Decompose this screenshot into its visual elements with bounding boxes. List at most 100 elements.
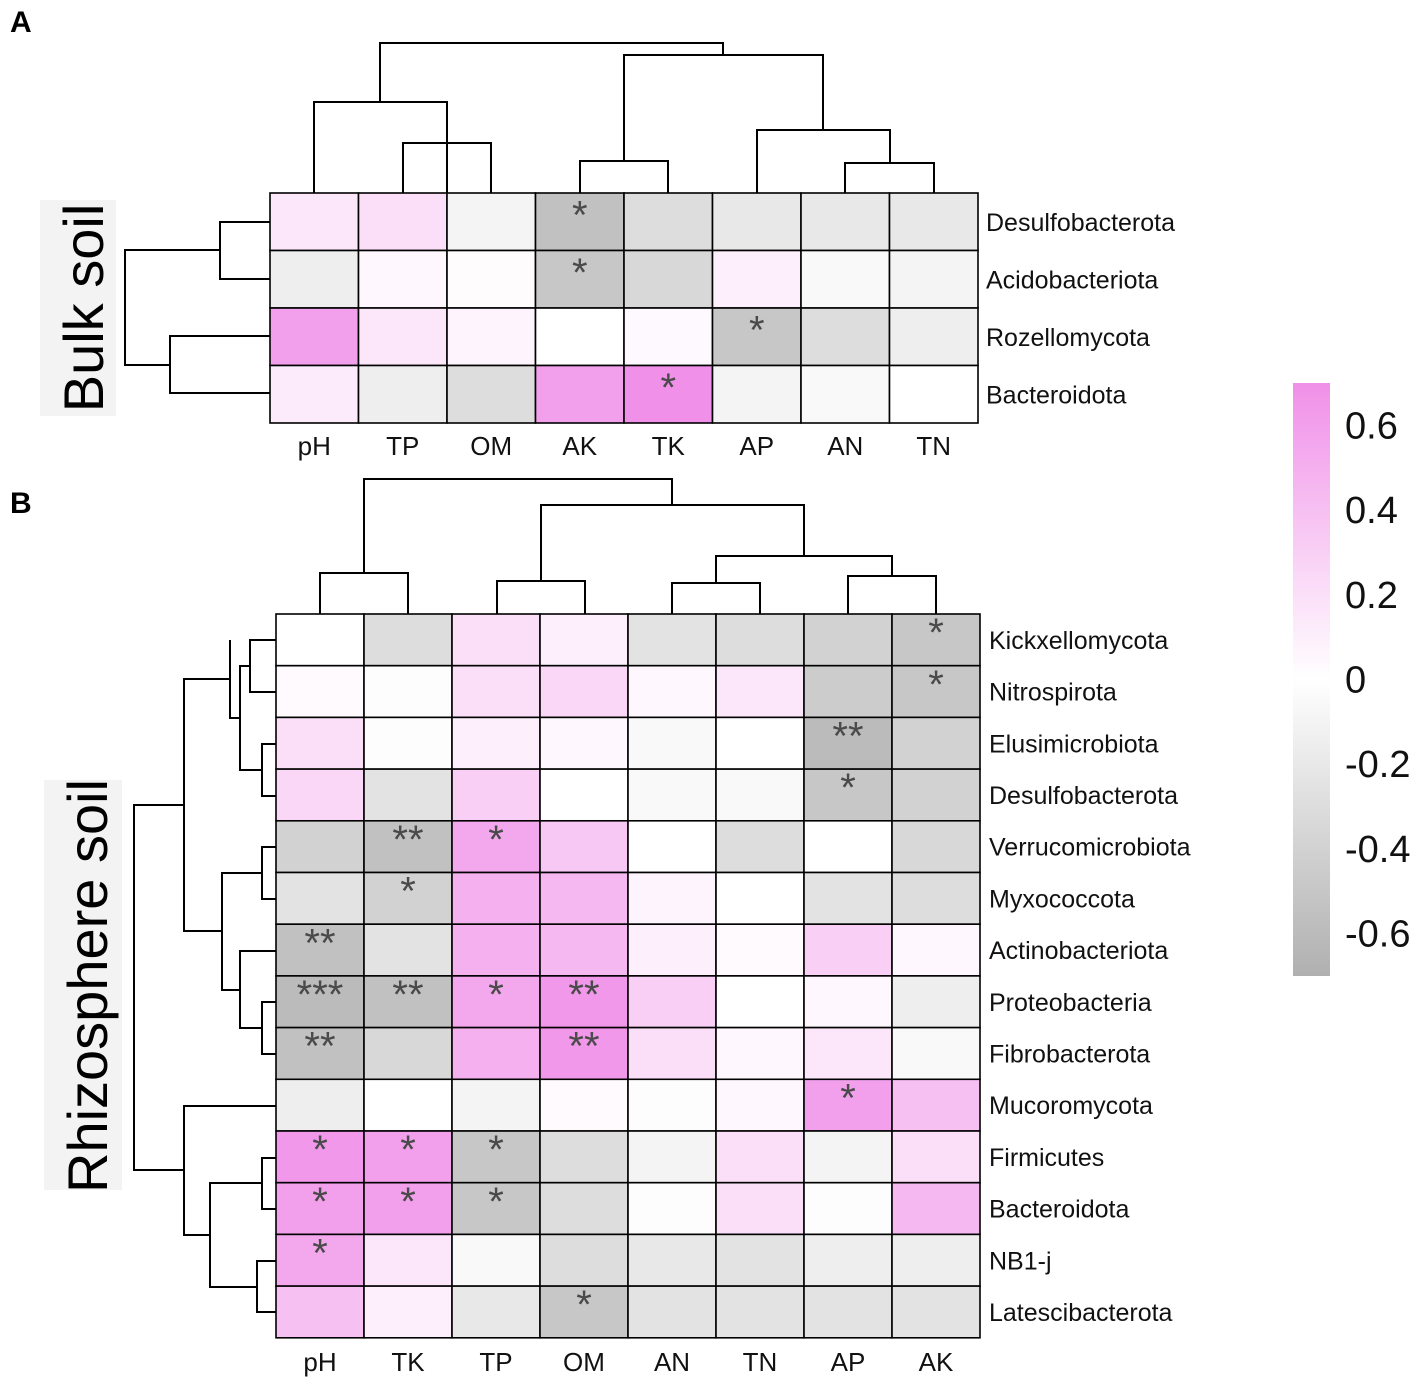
- panel-b-row-label-desulfobacterota: Desulfobacterota: [989, 782, 1178, 810]
- panel-b-cell-elusimicrobiota-om: [539, 716, 629, 770]
- panel-b-cell-proteobacteria-ph: [275, 975, 365, 1029]
- panel-b-significance-bacteroidota-tk: *: [400, 1180, 416, 1224]
- panel-b-cell-mucoromycota-om: [539, 1078, 629, 1132]
- panel-a-cell-desulfobacterota-an: [800, 192, 891, 252]
- panel-b-significance-latescibacterota-om: *: [576, 1283, 592, 1327]
- panel-b-cell-proteobacteria-ak: [891, 975, 981, 1029]
- panel-a-cell-rozellomycota-ph: [269, 307, 360, 367]
- panel-b-row-label-fibrobacterota: Fibrobacterota: [989, 1040, 1150, 1068]
- panel-b-significance-desulfobacterota-ap: *: [840, 766, 856, 810]
- panel-a-cell-bacteroidota-tn: [888, 364, 979, 424]
- panel-b-cell-nb1-j-ap: [803, 1233, 893, 1287]
- panel-b-row-label-nb1-j: NB1-j: [989, 1247, 1052, 1275]
- panel-b-significance-verrucomicrobiota-tp: *: [488, 818, 504, 862]
- panel-b-cell-desulfobacterota-tn: [715, 768, 805, 822]
- panel-b-cell-mucoromycota-an: [627, 1078, 717, 1132]
- panel-a-heatmap-grid: * * * * pH TP OM AK TK AP AN TN Desulfobacterota Acid…: [269, 192, 1175, 461]
- panel-b-cell-desulfobacterota-ap: [803, 768, 893, 822]
- panel-b-heatmap-grid: ******* ******* ** * **** **** * ** * ***pH TK TP OM…: [275, 611, 1191, 1377]
- panel-a-cell-desulfobacterota-ak: [534, 192, 625, 252]
- colorbar-tick-zero: 0: [1345, 660, 1366, 702]
- panel-b-cell-elusimicrobiota-an: [627, 716, 717, 770]
- panel-b-cell-kickxellomycota-ak: [891, 613, 981, 667]
- panel-b-cell-nitrospirota-tp: [451, 664, 541, 719]
- panel-b-cell-bacteroidota-ph: [275, 1181, 365, 1236]
- panel-b-row-label-firmicutes: Firmicutes: [989, 1144, 1104, 1172]
- panel-b-cell-proteobacteria-tn: [715, 975, 805, 1029]
- panel-a-column-label-ap: AP: [739, 431, 774, 461]
- panel-b-significance-verrucomicrobiota-tk: **: [392, 818, 423, 862]
- panel-b-cell-bacteroidota-ak: [891, 1181, 981, 1236]
- panel-b-cell-bacteroidota-om: [539, 1181, 629, 1236]
- panel-a-cell-bacteroidota-tp: [357, 364, 448, 424]
- panel-a-row-label-rozellomycota: Rozellomycota: [986, 324, 1150, 352]
- panel-b-significance-myxococcota-tk: *: [400, 870, 416, 914]
- panel-b-cell-nb1-j-tk: [363, 1233, 453, 1287]
- panel-b-cell-myxococcota-an: [627, 871, 717, 926]
- panel-b-column-label-tn: TN: [743, 1347, 778, 1377]
- panel-b-cell-desulfobacterota-an: [627, 768, 717, 822]
- panel-a-row-label-acidobacteriota: Acidobacteriota: [986, 266, 1158, 294]
- panel-b-cell-elusimicrobiota-ak: [891, 716, 981, 770]
- panel-b-cell-nitrospirota-ap: [803, 664, 893, 719]
- panel-b-cell-desulfobacterota-tk: [363, 768, 453, 822]
- colorbar-ticks: 0.6 0.4 0.2 0 -0.2 -0.4 -0.6: [1345, 405, 1410, 955]
- panel-b-cell-myxococcota-om: [539, 871, 629, 926]
- panel-b-cell-myxococcota-ap: [803, 871, 893, 926]
- panel-a-cell-rozellomycota-ap: [711, 307, 802, 367]
- panel-b-cell-kickxellomycota-tk: [363, 613, 453, 667]
- panel-b-cell-elusimicrobiota-tn: [715, 716, 805, 770]
- panel-b-significance-bacteroidota-ph: *: [312, 1180, 328, 1224]
- panel-b-cell-latescibacterota-tk: [363, 1285, 453, 1339]
- rhizosphere-soil-label-bg: [44, 780, 122, 1190]
- panel-b-cell-actinobacteriota-an: [627, 923, 717, 977]
- panel-b-cell-latescibacterota-ak: [891, 1285, 981, 1339]
- colorbar-tick-0-4: 0.4: [1345, 490, 1398, 532]
- panel-a: A Bulk soil * * * * pH TP OM AK TK AP AN TN Desulfob…: [10, 6, 1175, 461]
- panel-b-cell-latescibacterota-tn: [715, 1285, 805, 1339]
- panel-a-cell-rozellomycota-an: [800, 307, 891, 367]
- panel-a-cell-desulfobacterota-tn: [888, 192, 979, 252]
- panel-b-cell-nb1-j-ph: [275, 1233, 365, 1287]
- panel-b-cell-desulfobacterota-om: [539, 768, 629, 822]
- colorbar-gradient: [1293, 383, 1330, 976]
- panel-b-cell-latescibacterota-ap: [803, 1285, 893, 1339]
- panel-a-significance-bacteroidota-tk: *: [660, 366, 676, 410]
- panel-b-cell-myxococcota-tk: [363, 871, 453, 926]
- colorbar-legend: 0.6 0.4 0.2 0 -0.2 -0.4 -0.6: [1293, 383, 1410, 976]
- panel-b-cell-fibrobacterota-tn: [715, 1026, 805, 1081]
- panel-b-row-label-bacteroidota: Bacteroidota: [989, 1196, 1129, 1224]
- panel-b-cell-latescibacterota-tp: [451, 1285, 541, 1339]
- panel-b-cell-desulfobacterota-tp: [451, 768, 541, 822]
- panel-a-row-label-desulfobacterota: Desulfobacterota: [986, 209, 1175, 237]
- panel-b-cell-verrucomicrobiota-ph: [275, 819, 365, 874]
- panel-b-cell-elusimicrobiota-tk: [363, 716, 453, 770]
- panel-b-cell-firmicutes-tn: [715, 1130, 805, 1184]
- panel-a-cell-rozellomycota-om: [446, 307, 537, 367]
- panel-a-cell-acidobacteriota-tn: [888, 249, 979, 309]
- panel-a-cell-desulfobacterota-tk: [623, 192, 714, 252]
- panel-b-cell-myxococcota-ak: [891, 871, 981, 926]
- panel-b-cell-myxococcota-ph: [275, 871, 365, 926]
- panel-b-significance-proteobacteria-tp: *: [488, 973, 504, 1017]
- panel-b-row-label-latescibacterota: Latescibacterota: [989, 1299, 1173, 1327]
- panel-b-row-label-verrucomicrobiota: Verrucomicrobiota: [989, 834, 1191, 862]
- colorbar-tick-0-2: 0.2: [1345, 575, 1398, 617]
- panel-b-cell-latescibacterota-ph: [275, 1285, 365, 1339]
- panel-b-cell-bacteroidota-ap: [803, 1181, 893, 1236]
- panel-b-cell-bacteroidota-tk: [363, 1181, 453, 1236]
- panel-b-cell-elusimicrobiota-ph: [275, 716, 365, 770]
- panel-b-cell-nitrospirota-om: [539, 664, 629, 719]
- panel-b-cell-bacteroidota-tn: [715, 1181, 805, 1236]
- panel-b-cell-fibrobacterota-om: [539, 1026, 629, 1081]
- panel-a-label: A: [10, 6, 32, 39]
- panel-a-cell-bacteroidota-ak: [534, 364, 625, 424]
- panel-a-cell-desulfobacterota-ap: [711, 192, 802, 252]
- colorbar-tick-minus-0-4: -0.4: [1345, 829, 1410, 871]
- panel-b-row-dendrogram: [133, 639, 276, 1313]
- panel-b-column-label-tp: TP: [479, 1347, 512, 1377]
- colorbar-tick-minus-0-6: -0.6: [1345, 914, 1410, 956]
- panel-b-column-label-tk: TK: [391, 1347, 425, 1377]
- panel-b-cell-kickxellomycota-tn: [715, 613, 805, 667]
